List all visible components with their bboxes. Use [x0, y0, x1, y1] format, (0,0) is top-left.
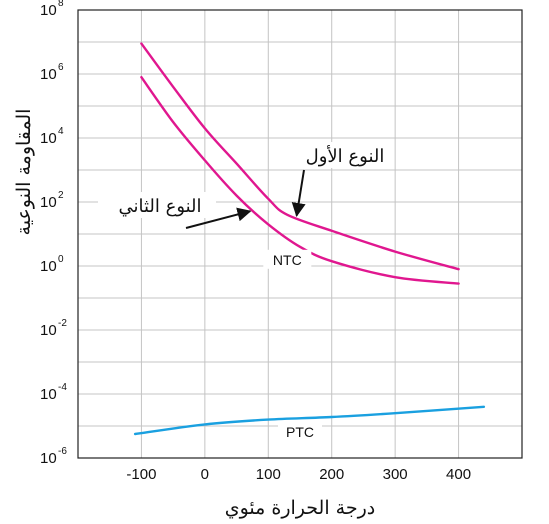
x-axis-label: درجة الحرارة مئوي	[225, 497, 375, 519]
y-tick-base: 10	[40, 450, 57, 467]
series	[133, 42, 486, 436]
y-tick-label: 10 0	[40, 254, 64, 275]
type1-arrow	[291, 169, 306, 217]
y-tick-label: 10 -2	[40, 318, 67, 339]
y-tick-base: 10	[40, 258, 57, 275]
y-tick-exponent: -6	[58, 446, 67, 457]
series-line-ntc1	[140, 42, 460, 271]
y-tick-base: 10	[40, 130, 57, 147]
x-tick-label: 100	[256, 466, 281, 483]
series-line-ntc2	[140, 76, 460, 285]
y-tick-label: 10 2	[40, 190, 64, 211]
y-tick-base: 10	[40, 66, 57, 83]
type1-label: النوع الأول	[306, 144, 385, 167]
y-tick-label: 10 -4	[40, 382, 67, 403]
y-tick-exponent: 2	[58, 190, 64, 201]
ptc-label-bg	[278, 422, 322, 440]
type1-label-bg	[279, 142, 389, 168]
y-tick-base: 10	[40, 194, 57, 211]
y-tick-base: 10	[40, 386, 57, 403]
plot-frame	[77, 9, 523, 459]
x-tick-label: 300	[383, 466, 408, 483]
type2-label: النوع الثاني	[118, 196, 201, 217]
type2-arrow	[185, 207, 252, 229]
y-tick-label: 10 6	[40, 62, 64, 83]
y-tick-exponent: 8	[58, 0, 64, 9]
y-tick-exponent: 0	[58, 254, 64, 265]
y-tick-exponent: 6	[58, 62, 64, 73]
y-tick-exponent: -2	[58, 318, 67, 329]
y-tick-label: 10 4	[40, 126, 64, 147]
x-axis-ticks: -100 0 100 200 300 400	[126, 466, 471, 483]
annotations: NTC PTC النوع الأول النوع الثاني	[98, 142, 389, 440]
ntc-label: NTC	[273, 252, 302, 268]
x-tick-label: 400	[446, 466, 471, 483]
y-tick-exponent: 4	[58, 126, 64, 137]
grid	[78, 10, 522, 458]
y-tick-base: 10	[40, 322, 57, 339]
type2-label-bg	[98, 192, 216, 218]
y-tick-label: 10 -6	[40, 446, 67, 467]
ptc-label: PTC	[286, 424, 314, 440]
y-tick-base: 10	[40, 2, 57, 19]
y-tick-label: 10 8	[40, 0, 64, 19]
x-tick-label: 0	[201, 466, 209, 483]
x-tick-label: -100	[126, 466, 156, 483]
x-tick-label: 200	[319, 466, 344, 483]
series-line-ptc	[133, 405, 486, 436]
y-tick-exponent: -4	[58, 382, 67, 393]
ntc-label-bg	[263, 249, 312, 269]
y-axis-label: المقاومة النوعية	[13, 109, 35, 236]
